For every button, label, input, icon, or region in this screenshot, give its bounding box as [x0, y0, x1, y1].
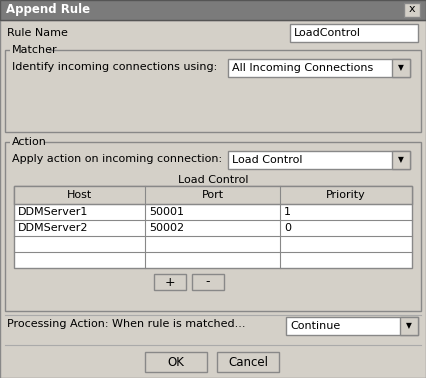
Bar — [290, 24, 418, 42]
Text: Processing Action: When rule is matched...: Processing Action: When rule is matched.… — [7, 319, 245, 329]
Text: x: x — [409, 4, 415, 14]
Bar — [192, 274, 224, 290]
Text: Cancel: Cancel — [228, 355, 268, 369]
Text: DDMServer2: DDMServer2 — [18, 223, 89, 233]
Bar — [5, 142, 421, 311]
Text: DDMServer1: DDMServer1 — [18, 207, 88, 217]
Text: Continue: Continue — [290, 321, 340, 331]
Text: LoadControl: LoadControl — [294, 28, 361, 38]
Text: Port: Port — [201, 190, 224, 200]
Text: 1: 1 — [284, 207, 291, 217]
Text: 50001: 50001 — [149, 207, 184, 217]
Text: Load Control: Load Control — [232, 155, 302, 165]
Text: OK: OK — [167, 355, 184, 369]
Bar — [154, 274, 186, 290]
Text: Host: Host — [67, 190, 92, 200]
Text: Load Control: Load Control — [178, 175, 248, 185]
Bar — [14, 186, 412, 268]
Text: All Incoming Connections: All Incoming Connections — [232, 63, 373, 73]
Bar — [392, 151, 410, 169]
Text: ▼: ▼ — [398, 64, 404, 73]
Bar — [5, 50, 421, 132]
Bar — [10, 138, 44, 148]
Bar — [10, 46, 49, 56]
Text: Priority: Priority — [326, 190, 366, 200]
Bar — [400, 317, 418, 335]
Text: ▼: ▼ — [406, 322, 412, 330]
Bar — [228, 151, 410, 169]
Bar — [217, 352, 279, 372]
Bar — [392, 59, 410, 77]
Text: Matcher: Matcher — [12, 45, 58, 55]
Text: +: + — [165, 276, 176, 288]
Bar — [14, 186, 412, 204]
Bar — [228, 59, 410, 77]
Bar — [286, 317, 418, 335]
Text: Action: Action — [12, 137, 47, 147]
Text: Append Rule: Append Rule — [6, 3, 90, 16]
Bar — [404, 3, 420, 17]
Text: ▼: ▼ — [398, 155, 404, 164]
Bar — [145, 352, 207, 372]
Text: Identify incoming connections using:: Identify incoming connections using: — [12, 62, 217, 72]
Text: 50002: 50002 — [149, 223, 184, 233]
Text: Apply action on incoming connection:: Apply action on incoming connection: — [12, 154, 222, 164]
Bar — [0, 0, 426, 20]
Text: -: - — [206, 276, 210, 288]
Text: Rule Name: Rule Name — [7, 28, 68, 38]
Text: 0: 0 — [284, 223, 291, 233]
